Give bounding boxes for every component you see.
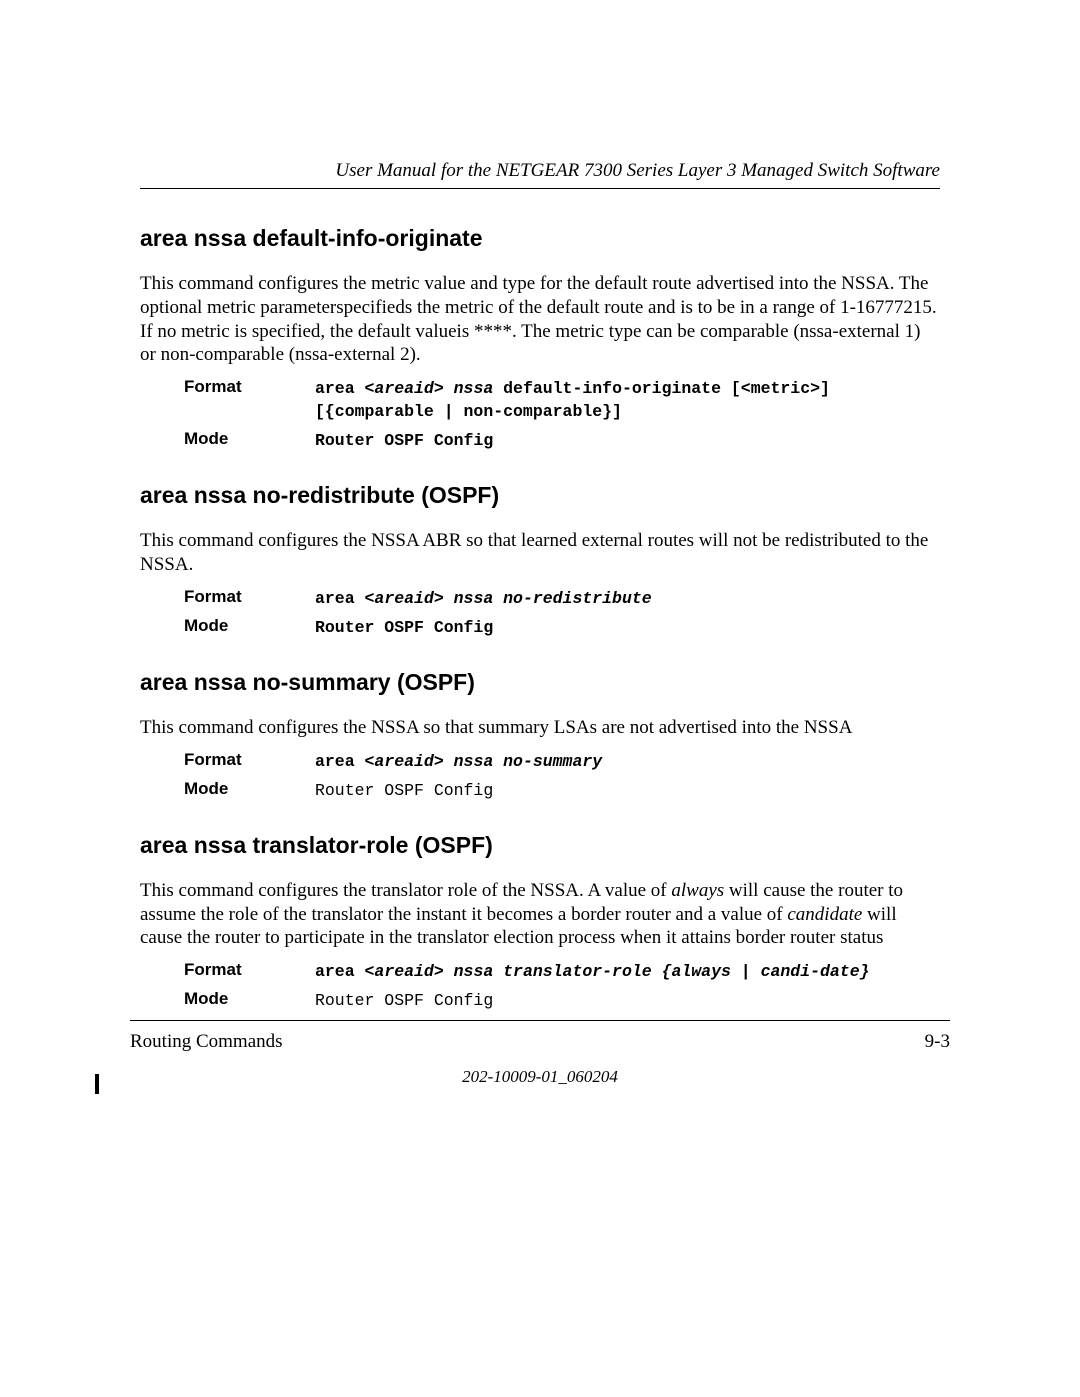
command-section: area nssa default-info-originate This com… xyxy=(140,225,940,452)
footer-page-number: 9-3 xyxy=(925,1031,950,1053)
command-section: area nssa no-summary (OSPF) This command … xyxy=(140,669,940,802)
format-row: Formatarea <areaid> nssa no-redistribute xyxy=(140,587,940,610)
command-title: area nssa default-info-originate xyxy=(140,225,940,252)
format-label: Format xyxy=(140,587,315,610)
mode-value: Router OSPF Config xyxy=(315,779,940,802)
format-value: area <areaid> nssa no-redistribute xyxy=(315,587,940,610)
format-row: Formatarea <areaid> nssa default-info-or… xyxy=(140,377,940,423)
mode-value: Router OSPF Config xyxy=(315,429,940,452)
format-label: Format xyxy=(140,960,315,983)
mode-row: ModeRouter OSPF Config xyxy=(140,429,940,452)
format-row: Formatarea <areaid> nssa no-summary xyxy=(140,750,940,773)
mode-value: Router OSPF Config xyxy=(315,616,940,639)
format-row: Formatarea <areaid> nssa translator-role… xyxy=(140,960,940,983)
format-label: Format xyxy=(140,377,315,423)
change-bar-icon xyxy=(95,1074,99,1094)
command-description: This command configures the translator r… xyxy=(140,879,940,950)
page-header: User Manual for the NETGEAR 7300 Series … xyxy=(140,160,940,189)
mode-label: Mode xyxy=(140,616,315,639)
format-label: Format xyxy=(140,750,315,773)
command-description: This command configures the metric value… xyxy=(140,272,940,367)
format-value: area <areaid> nssa no-summary xyxy=(315,750,940,773)
command-description: This command configures the NSSA so that… xyxy=(140,716,940,740)
mode-value: Router OSPF Config xyxy=(315,989,940,1012)
mode-row: ModeRouter OSPF Config xyxy=(140,779,940,802)
page-footer: Routing Commands 9-3 202-10009-01_060204 xyxy=(130,1020,950,1087)
mode-label: Mode xyxy=(140,779,315,802)
footer-doc-id: 202-10009-01_060204 xyxy=(130,1067,950,1087)
command-title: area nssa no-summary (OSPF) xyxy=(140,669,940,696)
format-value: area <areaid> nssa default-info-originat… xyxy=(315,377,940,423)
format-value: area <areaid> nssa translator-role {alwa… xyxy=(315,960,940,983)
command-section: area nssa translator-role (OSPF) This com… xyxy=(140,832,940,1012)
command-title: area nssa no-redistribute (OSPF) xyxy=(140,482,940,509)
mode-row: ModeRouter OSPF Config xyxy=(140,989,940,1012)
mode-row: ModeRouter OSPF Config xyxy=(140,616,940,639)
command-title: area nssa translator-role (OSPF) xyxy=(140,832,940,859)
footer-section-name: Routing Commands xyxy=(130,1031,283,1053)
command-section: area nssa no-redistribute (OSPF) This com… xyxy=(140,482,940,639)
page-content: User Manual for the NETGEAR 7300 Series … xyxy=(140,160,940,1012)
command-description: This command configures the NSSA ABR so … xyxy=(140,529,940,577)
mode-label: Mode xyxy=(140,429,315,452)
mode-label: Mode xyxy=(140,989,315,1012)
